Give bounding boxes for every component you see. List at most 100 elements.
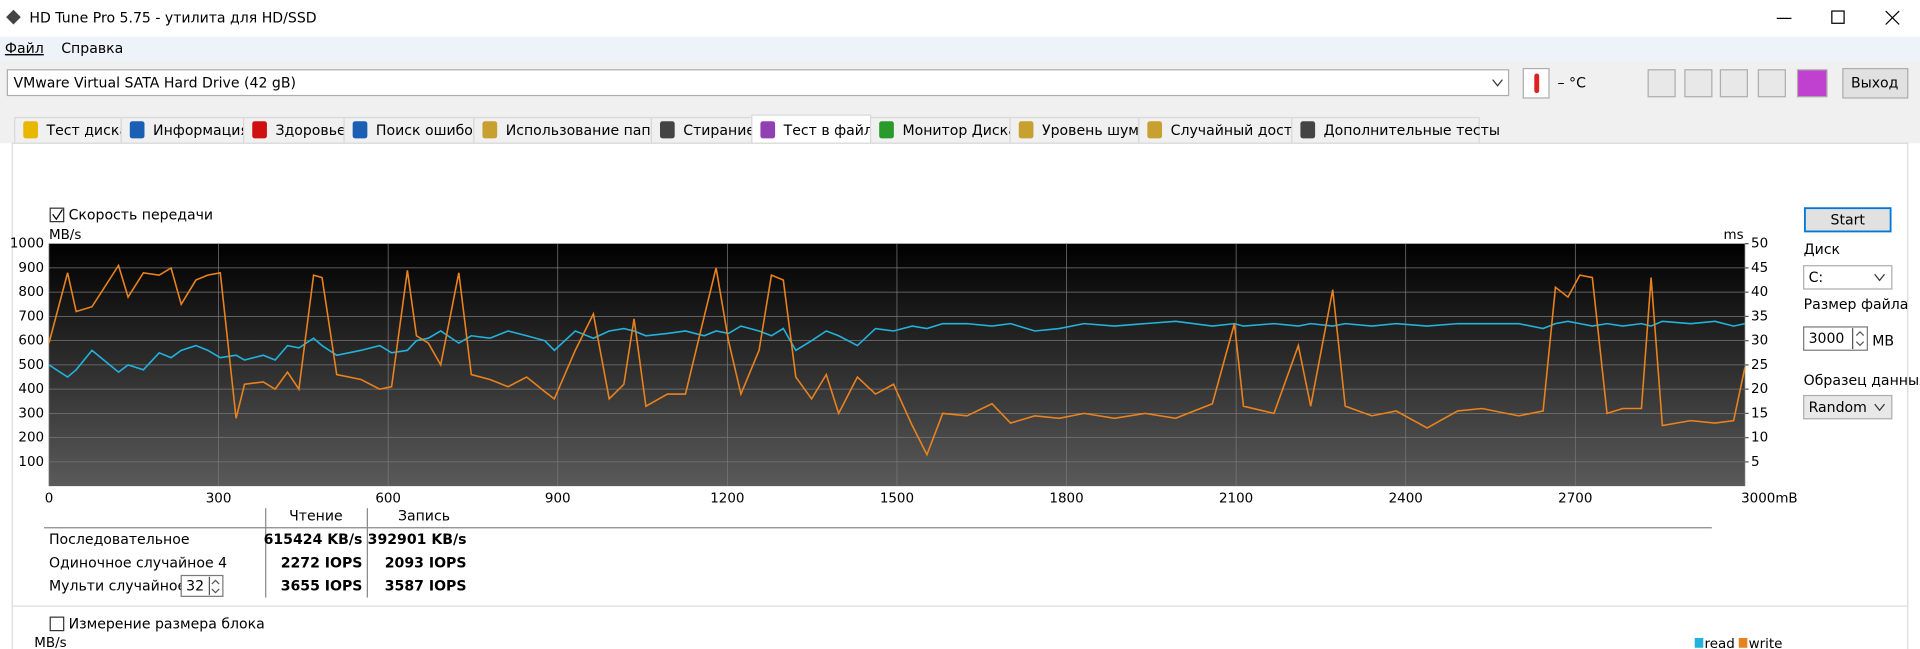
x-tick-label: 600	[375, 491, 401, 506]
legend-swatch	[1694, 637, 1704, 648]
x-tick-label: 2400	[1389, 491, 1423, 506]
file-size-unit: MB	[1872, 334, 1894, 350]
header-write: Запись	[398, 509, 450, 525]
y-tick-label: 1000	[10, 237, 44, 252]
y2-tick-label: 35	[1751, 309, 1768, 324]
thermometer	[1534, 73, 1540, 94]
write-value: 3587 IOPS	[385, 579, 467, 595]
row-label: Последовательное	[49, 532, 190, 548]
y2-axis-label: ms	[1724, 228, 1744, 243]
tab-label: Случайный доступ	[1171, 123, 1310, 139]
series-line	[48, 263, 1746, 457]
tab[interactable]	[1138, 116, 1293, 144]
y2-tick-label: 15	[1751, 406, 1768, 421]
disk-value: C:	[1809, 270, 1824, 286]
queue-spinner[interactable]	[180, 574, 224, 597]
drive-name: VMware Virtual SATA Hard Drive (42 gB)	[13, 75, 296, 91]
results-table: Чтение Запись Последовательное 615424 KB…	[44, 508, 1712, 598]
tab-label: Здоровье	[276, 123, 346, 139]
x-tick-label: 2100	[1219, 491, 1253, 506]
y-tick-label: 700	[18, 309, 44, 324]
tab-icon	[252, 121, 267, 139]
drive-select[interactable]	[6, 69, 1510, 97]
y2-tick-label: 5	[1751, 455, 1760, 470]
app-icon	[6, 9, 21, 25]
y-tick-label: 500	[18, 358, 44, 373]
tab-label: Поиск ошибок	[376, 123, 482, 139]
pattern-select[interactable]	[1803, 394, 1893, 420]
tab-label: Стирание	[683, 123, 755, 139]
y-tick-label: 300	[18, 406, 44, 421]
dropdown-arrow	[1492, 79, 1503, 87]
exit-button[interactable]	[1842, 67, 1909, 99]
tab[interactable]	[1291, 116, 1480, 144]
close[interactable]	[1885, 10, 1900, 25]
spin-arrows	[208, 576, 220, 596]
dropdown-arrow	[1874, 273, 1885, 282]
y-tick-label: 600	[18, 334, 44, 349]
check	[52, 209, 63, 221]
y2-tick-label: 25	[1751, 358, 1768, 373]
tab-label: Тест диска	[46, 123, 128, 139]
tab-label: Дополнительные тесты	[1324, 123, 1500, 139]
legend: read write	[1694, 637, 1782, 649]
tab-icon	[352, 121, 368, 139]
y2-tick-label: 30	[1751, 334, 1768, 349]
series-line	[48, 320, 1746, 379]
y2-tick-label: 40	[1751, 285, 1768, 300]
menu-file[interactable]: Файл	[5, 41, 44, 57]
y-tick-label: 100	[18, 455, 44, 470]
checkbox[interactable]	[49, 616, 65, 632]
tab-icon	[1018, 121, 1034, 139]
tab-icon	[1147, 121, 1163, 139]
screenshot-button[interactable]	[1719, 69, 1748, 98]
start-button[interactable]	[1803, 207, 1892, 233]
plot: 1002003004005006007008009001000510152025…	[10, 237, 1798, 507]
write-value: 392901 KB/s	[368, 532, 467, 548]
queue-value: 32	[186, 579, 204, 595]
x-tick-label: 3000mB	[1741, 491, 1798, 506]
write-value: 2093 IOPS	[385, 555, 467, 571]
x-tick-label: 2700	[1558, 491, 1592, 506]
x-tick-label: 1800	[1049, 491, 1083, 506]
save-button[interactable]	[1796, 69, 1828, 98]
y2-tick-label: 10	[1751, 431, 1768, 446]
disk-label: Диск	[1804, 242, 1841, 258]
x-tick-label: 300	[206, 491, 232, 506]
menu-bar	[0, 36, 1920, 62]
disk-select[interactable]	[1803, 265, 1893, 290]
y2-tick-label: 45	[1751, 261, 1768, 276]
y2-tick-label: 20	[1751, 382, 1768, 397]
y-tick-label: 400	[18, 382, 44, 397]
header-read: Чтение	[289, 509, 343, 525]
options-button[interactable]	[1757, 69, 1786, 98]
menu-help[interactable]: Справка	[61, 41, 123, 57]
copy-button[interactable]	[1647, 69, 1676, 98]
y-axis-label: MB/s	[49, 228, 81, 243]
dropdown-arrow	[1874, 403, 1885, 412]
tab-icon	[129, 121, 145, 139]
tab-strip: Тест диска Информация Здоровье Поиск ошибок…	[14, 114, 1500, 144]
tab-label: Информация	[153, 123, 249, 139]
file-size-value: 3000	[1809, 331, 1845, 347]
spin-arrows	[1852, 328, 1865, 349]
copy-all-button[interactable]	[1684, 69, 1713, 98]
row-label: Мульти случайное 4	[49, 579, 200, 595]
maximize[interactable]	[1831, 10, 1845, 24]
tab-label: Использование папок	[506, 123, 669, 139]
window-title: HD Tune Pro 5.75 - утилита для HD/SSD	[29, 10, 316, 26]
tab-label: Тест в файл	[783, 123, 873, 139]
start-label: Start	[1831, 212, 1866, 228]
read-value: 615424 KB/s	[264, 532, 363, 548]
tab-icon	[879, 121, 894, 139]
legend-label: read	[1704, 637, 1734, 649]
file-size-input[interactable]	[1803, 326, 1868, 351]
tab-icon	[660, 121, 675, 139]
tab-icon	[1300, 121, 1316, 139]
checkbox[interactable]	[49, 207, 65, 223]
tab-icon	[760, 121, 776, 139]
row-label: Одиночное случайное 4	[49, 555, 227, 571]
read-value: 2272 IOPS	[281, 555, 363, 571]
